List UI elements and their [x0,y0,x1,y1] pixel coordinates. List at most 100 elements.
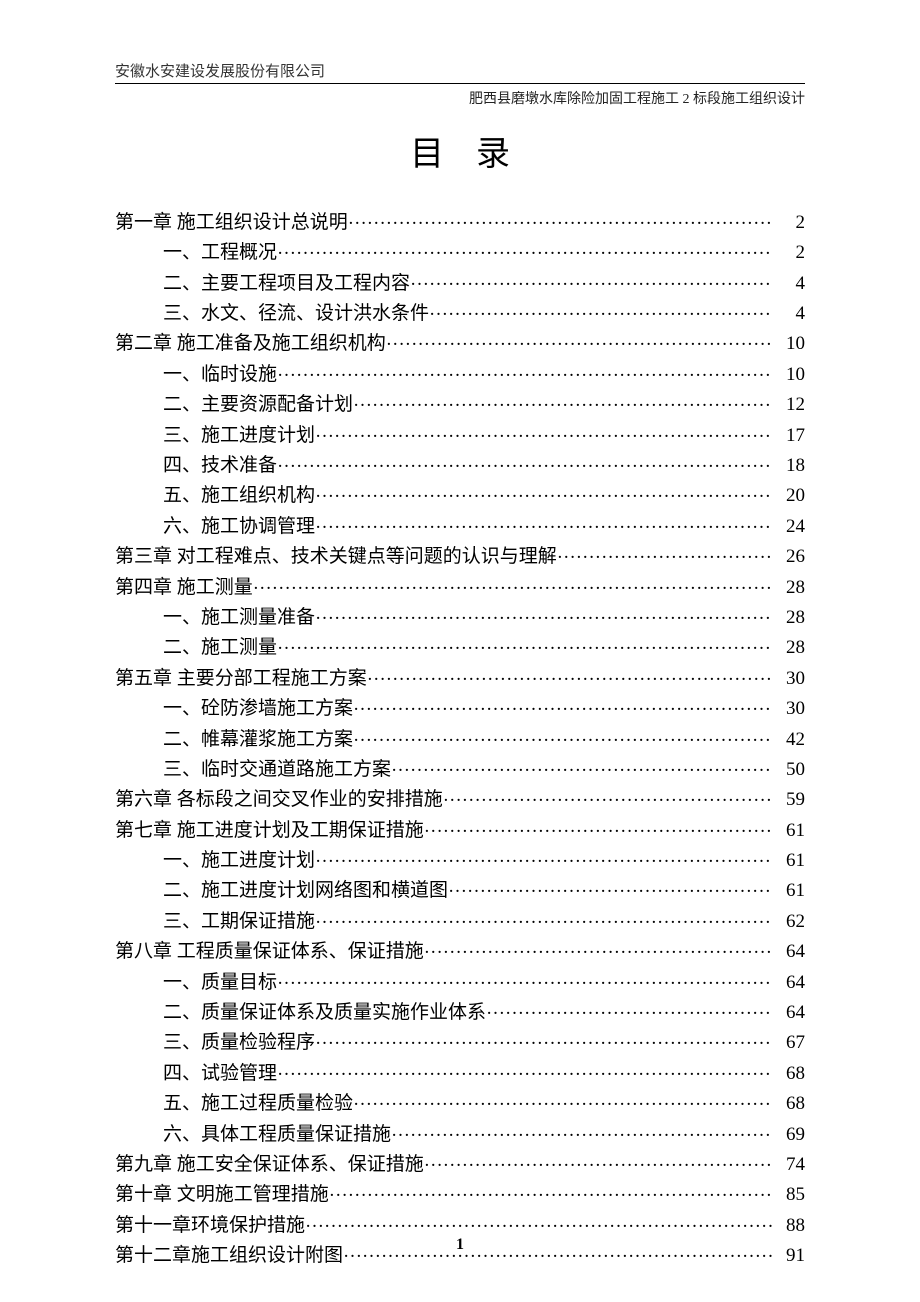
toc-label: 第三章 对工程难点、技术关键点等问题的认识与理解 [115,547,557,566]
toc-chapter: 第二章 施工准备及施工组织机构 10 [115,329,805,354]
toc-label: 三、水文、径流、设计洪水条件 [163,304,429,323]
toc-page: 74 [773,1155,805,1174]
toc-page: 61 [773,851,805,870]
toc-chapter: 第十章 文明施工管理措施 85 [115,1180,805,1205]
toc-subentry: 三、质量检验程序67 [115,1028,805,1053]
toc-leader [253,572,773,593]
toc-page: 42 [773,730,805,749]
toc-label: 第六章 各标段之间交叉作业的安排措施 [115,790,443,809]
toc-page: 2 [773,213,805,232]
toc-leader [315,511,773,532]
toc-page: 64 [773,973,805,992]
toc-label: 三、临时交通道路施工方案 [163,760,391,779]
toc-leader [448,876,773,897]
toc-label: 第二章 施工准备及施工组织机构 [115,334,386,353]
toc-page: 28 [773,578,805,597]
toc-label: 第九章 施工安全保证体系、保证措施 [115,1155,424,1174]
toc-label: 一、质量目标 [163,973,277,992]
toc-subentry: 二、主要资源配备计划12 [115,389,805,414]
toc-page: 26 [773,547,805,566]
toc-subentry: 六、具体工程质量保证措施 69 [115,1119,805,1144]
toc-leader [315,481,773,502]
toc-label: 三、质量检验程序 [163,1033,315,1052]
toc-label: 五、施工组织机构 [163,486,315,505]
toc-subentry: 三、工期保证措施62 [115,906,805,931]
header-project: 肥西县磨墩水库除险加固工程施工 2 标段施工组织设计 [115,88,805,108]
toc-page: 61 [773,821,805,840]
header-company: 安徽水安建设发展股份有限公司 [115,60,805,81]
toc-subentry: 四、技术准备18 [115,450,805,475]
toc-leader [277,359,773,380]
toc-chapter: 第一章 施工组织设计总说明 2 [115,207,805,232]
toc-label: 六、具体工程质量保证措施 [163,1125,391,1144]
toc-leader [353,693,773,714]
toc-leader [277,1058,773,1079]
toc-leader [329,1180,773,1201]
toc-chapter: 第九章 施工安全保证体系、保证措施 74 [115,1149,805,1174]
toc-subentry: 一、质量目标 64 [115,967,805,992]
toc-label: 第八章 工程质量保证体系、保证措施 [115,942,424,961]
toc-page: 17 [773,426,805,445]
toc-chapter: 第四章 施工测量 28 [115,572,805,597]
toc-leader [486,997,773,1018]
toc-leader [424,1149,773,1170]
toc-subentry: 三、水文、径流、设计洪水条件 4 [115,298,805,323]
toc-page: 10 [773,334,805,353]
toc-leader [315,602,773,623]
toc-chapter: 第六章 各标段之间交叉作业的安排措施 59 [115,784,805,809]
toc-page: 69 [773,1125,805,1144]
toc-label: 六、施工协调管理 [163,517,315,536]
toc-leader [315,420,773,441]
toc-page: 12 [773,395,805,414]
toc-label: 一、工程概况 [163,243,277,262]
toc-leader [315,1028,773,1049]
toc-page: 4 [773,304,805,323]
toc-label: 第一章 施工组织设计总说明 [115,213,348,232]
toc-leader [429,298,773,319]
toc-leader [424,815,773,836]
toc-subentry: 一、临时设施10 [115,359,805,384]
toc-page: 64 [773,942,805,961]
toc-page: 24 [773,517,805,536]
header-divider [115,83,805,84]
toc-subentry: 二、施工测量28 [115,632,805,657]
toc-label: 三、施工进度计划 [163,426,315,445]
toc-page: 18 [773,456,805,475]
toc-label: 一、砼防渗墙施工方案 [163,699,353,718]
toc-label: 第七章 施工进度计划及工期保证措施 [115,821,424,840]
toc-subentry: 二、主要工程项目及工程内容4 [115,268,805,293]
toc-label: 四、试验管理 [163,1064,277,1083]
toc-leader [277,450,773,471]
toc-chapter: 第七章 施工进度计划及工期保证措施 61 [115,815,805,840]
toc-leader [348,207,773,228]
toc-label: 第十章 文明施工管理措施 [115,1185,329,1204]
toc-subentry: 四、试验管理68 [115,1058,805,1083]
toc-page: 4 [773,274,805,293]
toc-label: 二、施工进度计划网络图和横道图 [163,881,448,900]
toc-page: 62 [773,912,805,931]
toc-page: 28 [773,638,805,657]
toc-leader [443,784,773,805]
toc-label: 二、质量保证体系及质量实施作业体系 [163,1003,486,1022]
toc-page: 88 [773,1216,805,1235]
toc-leader [424,936,773,957]
toc-page: 10 [773,365,805,384]
toc-subentry: 六、施工协调管理 24 [115,511,805,536]
toc-leader [277,967,773,988]
toc-subentry: 五、施工过程质量检验68 [115,1088,805,1113]
toc-label: 二、帷幕灌浆施工方案 [163,730,353,749]
toc-leader [557,541,773,562]
toc-subentry: 一、施工进度计划61 [115,845,805,870]
toc-leader [353,724,773,745]
toc-chapter: 第三章 对工程难点、技术关键点等问题的认识与理解 26 [115,541,805,566]
toc-leader [353,389,773,410]
toc-leader [315,906,773,927]
toc-leader [391,754,773,775]
toc-page: 85 [773,1185,805,1204]
toc-leader [277,237,773,258]
toc-label: 第十一章环境保护措施 [115,1216,305,1235]
toc-page: 59 [773,790,805,809]
toc-page: 30 [773,669,805,688]
page-number: 1 [0,1236,920,1254]
toc-subentry: 三、施工进度计划 17 [115,420,805,445]
